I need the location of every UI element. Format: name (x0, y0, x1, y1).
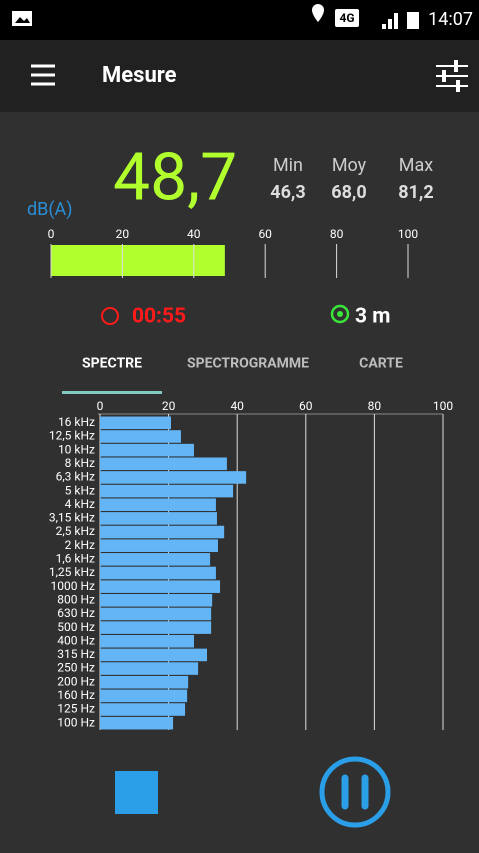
x-tick-label: 100 (433, 399, 453, 413)
gallery-icon-detail (15, 17, 30, 23)
y-tick-label: 160 Hz (57, 688, 95, 702)
gauge-tick-label: 0 (48, 227, 55, 241)
bar (100, 648, 208, 662)
y-tick-label: 5 kHz (65, 483, 95, 497)
x-tick-label: 20 (162, 399, 176, 413)
x-tick-label: 80 (368, 399, 382, 413)
y-tick-label: 200 Hz (57, 674, 95, 688)
tab[interactable]: CARTE (359, 356, 403, 372)
y-tick-label: 4 kHz (65, 497, 95, 511)
bar (100, 443, 194, 457)
y-tick-label: 6,3 kHz (56, 470, 95, 484)
bar (100, 484, 234, 498)
x-tick-label: 0 (97, 399, 104, 413)
battery-icon (407, 12, 419, 29)
bar (100, 621, 212, 634)
settings-button[interactable] (436, 60, 468, 92)
bar (100, 580, 221, 593)
gauge-tick-label: 40 (187, 227, 201, 241)
gauge-tick-label: 80 (330, 227, 344, 241)
y-tick-label: 1,25 kHz (49, 565, 95, 579)
bar (100, 607, 212, 621)
clock: 14:07 (428, 9, 473, 30)
y-tick-label: 630 Hz (57, 606, 95, 620)
level-value: 48,7 (113, 139, 237, 216)
bar (100, 716, 174, 730)
bar (100, 471, 247, 484)
network-label: 4G (339, 11, 354, 25)
y-tick-label: 100 Hz (57, 715, 95, 729)
x-tick-label: 40 (230, 399, 244, 413)
gauge-tick-label: 20 (116, 227, 130, 241)
tab[interactable]: SPECTROGRAMME (187, 356, 309, 372)
stat-value: 81,2 (398, 182, 433, 203)
bar (100, 457, 227, 471)
app-title: Mesure (102, 63, 177, 88)
bar (100, 566, 216, 580)
bar (100, 594, 213, 607)
status-bar (0, 0, 479, 40)
y-tick-label: 8 kHz (65, 456, 95, 470)
y-tick-label: 3,15 kHz (49, 511, 95, 525)
y-tick-label: 315 Hz (57, 647, 95, 661)
timer: 00:55 (132, 305, 186, 329)
bar (100, 525, 225, 539)
stat-value: 68,0 (331, 182, 366, 203)
stat-value: 46,3 (270, 182, 305, 203)
y-tick-label: 250 Hz (57, 661, 95, 675)
stop-button[interactable] (115, 771, 158, 814)
menu-button[interactable] (31, 64, 55, 86)
bar (100, 662, 199, 675)
y-tick-label: 500 Hz (57, 620, 95, 634)
distance: 3 m (355, 305, 390, 329)
y-tick-label: 12,5 kHz (49, 429, 95, 443)
y-tick-label: 800 Hz (57, 592, 95, 606)
unit-label: dB(A) (27, 199, 73, 220)
timer-icon (101, 307, 119, 325)
gauge-tick-label: 60 (258, 227, 272, 241)
pause-button[interactable] (319, 756, 391, 828)
app-bar (0, 40, 479, 112)
bar (100, 430, 181, 443)
bar (100, 498, 216, 512)
level-bar (51, 245, 225, 276)
y-tick-label: 2,5 kHz (56, 524, 95, 538)
gallery-icon (12, 11, 32, 26)
y-tick-label: 2 kHz (65, 538, 95, 552)
signal-icon (382, 13, 398, 29)
dynamic-layer: Min 46,3 Moy 68,0 Max 81,2 0 20 40 60 80 100 0 20 40 60… (48, 155, 453, 730)
tab[interactable]: SPECTRE (82, 356, 142, 372)
location-icon (312, 4, 324, 22)
pause-icon (341, 774, 369, 810)
network-badge (335, 9, 359, 27)
bar (100, 634, 194, 648)
y-tick-label: 400 Hz (57, 633, 95, 647)
bar (100, 703, 186, 716)
y-tick-label: 1000 Hz (51, 579, 96, 593)
tab-indicator (62, 391, 162, 394)
bar (100, 416, 172, 430)
distance-icon-dot (337, 311, 343, 317)
bar (100, 675, 189, 689)
stat-label: Max (399, 155, 434, 176)
bar (100, 553, 211, 566)
y-tick-label: 10 kHz (58, 442, 95, 456)
distance-icon (330, 304, 350, 324)
bar (100, 512, 217, 525)
y-tick-label: 125 Hz (57, 702, 95, 716)
bar (100, 689, 188, 703)
stat-label: Min (273, 155, 303, 176)
stat-label: Moy (332, 155, 367, 176)
gauge-tick-label: 100 (398, 227, 418, 241)
y-tick-label: 16 kHz (58, 415, 95, 429)
bar (100, 539, 218, 552)
x-tick-label: 60 (299, 399, 313, 413)
y-tick-label: 1,6 kHz (56, 552, 95, 566)
